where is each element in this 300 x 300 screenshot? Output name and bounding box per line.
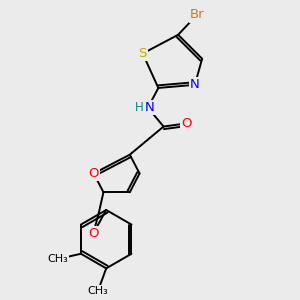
Text: CH₃: CH₃ bbox=[88, 286, 108, 296]
Text: CH₃: CH₃ bbox=[48, 254, 68, 264]
Text: Br: Br bbox=[190, 8, 204, 21]
Text: O: O bbox=[88, 227, 98, 241]
Text: N: N bbox=[145, 101, 155, 114]
Text: O: O bbox=[181, 117, 192, 130]
Text: S: S bbox=[139, 47, 147, 60]
Text: O: O bbox=[88, 167, 99, 180]
Text: H: H bbox=[135, 101, 144, 114]
Text: N: N bbox=[190, 78, 200, 91]
